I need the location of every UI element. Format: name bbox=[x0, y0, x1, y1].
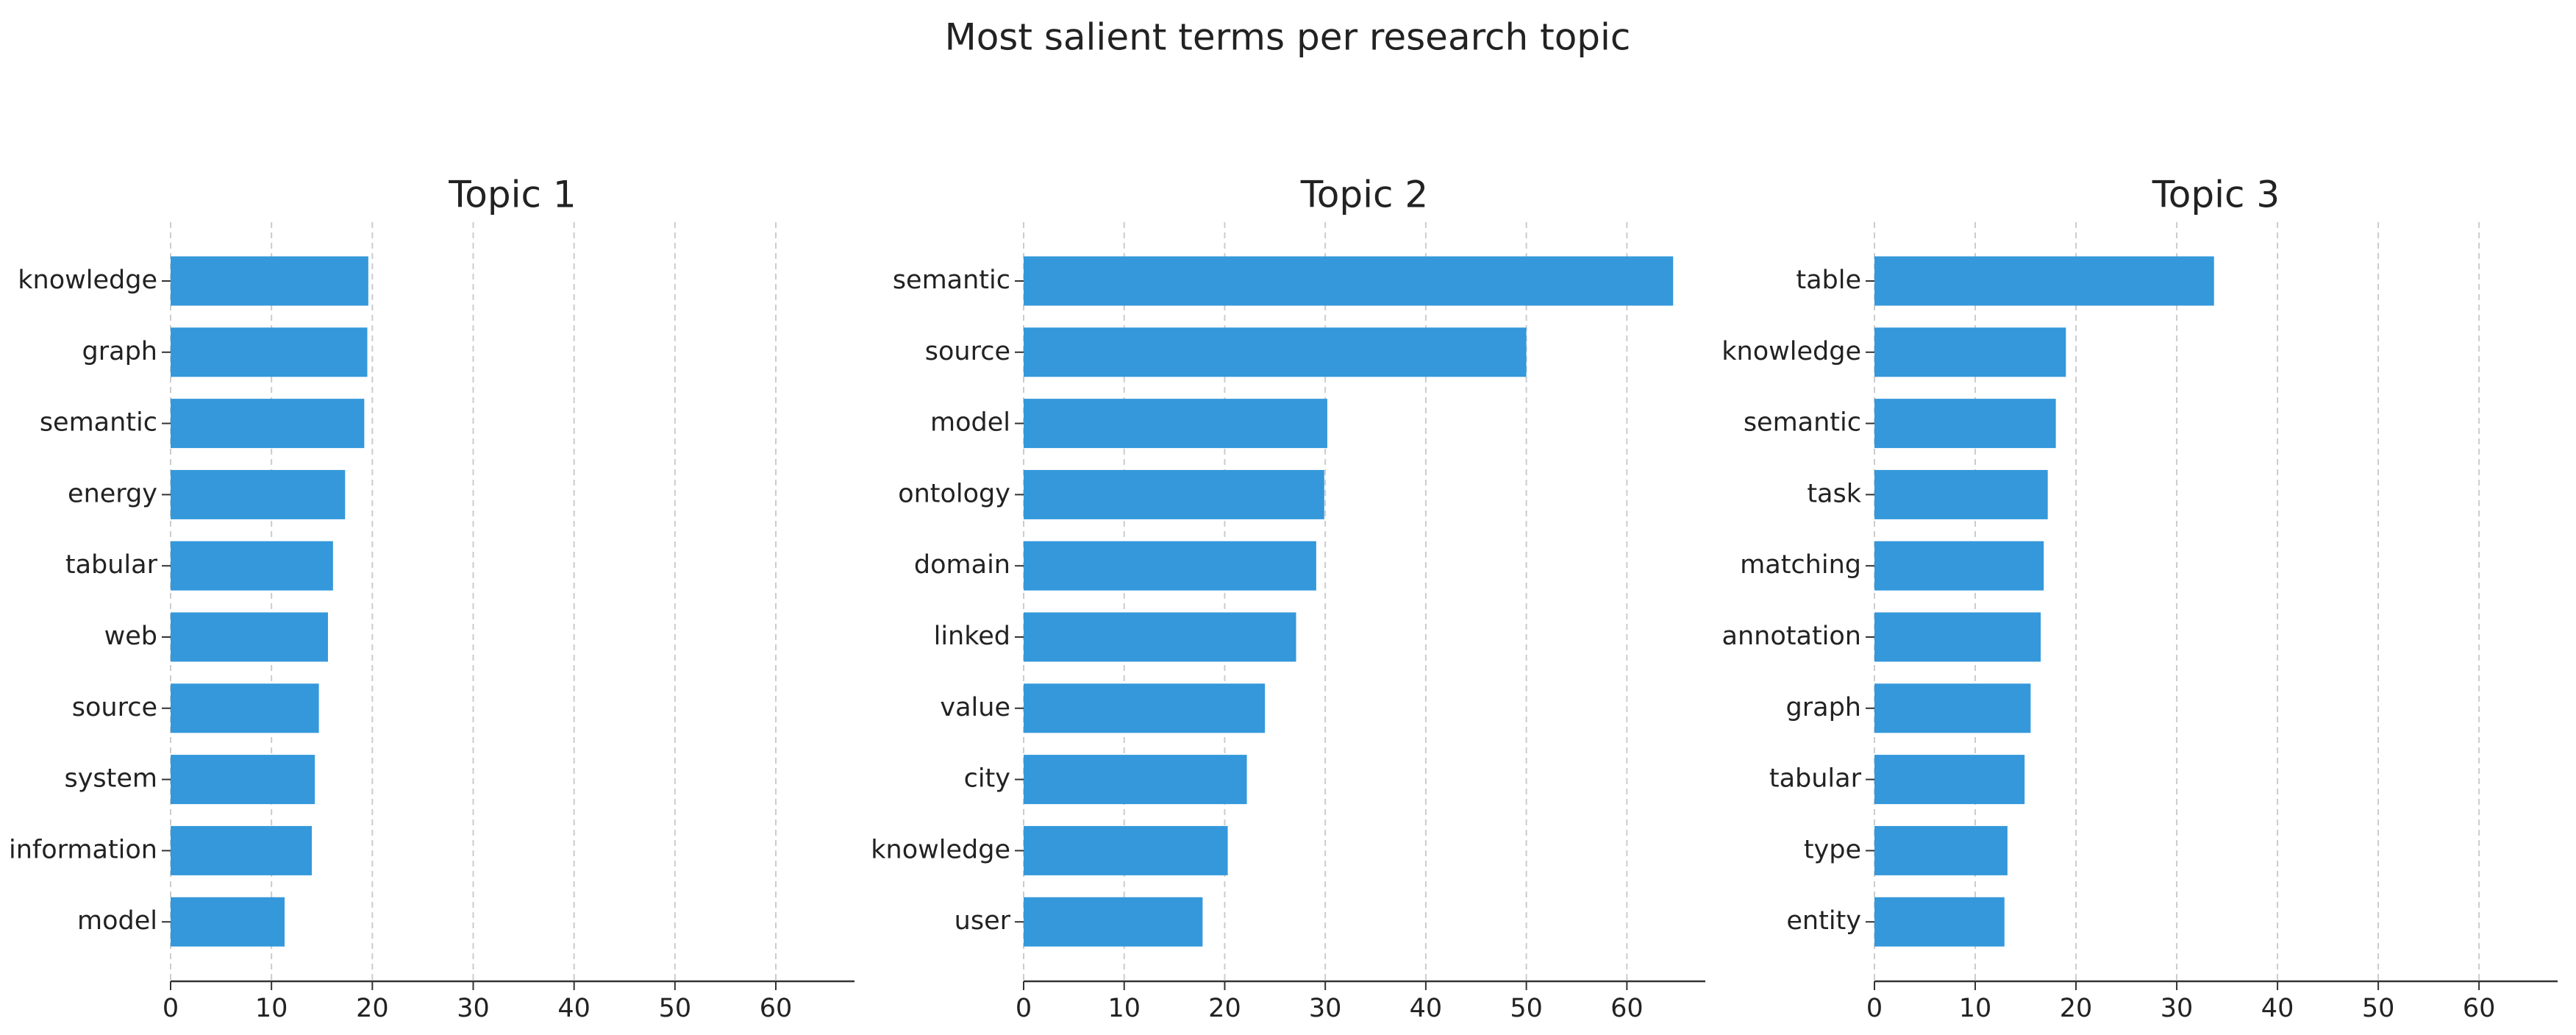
x-tick-label: 20 bbox=[1208, 994, 1241, 1023]
x-tick-label: 60 bbox=[1610, 994, 1644, 1023]
figure-title: Most salient terms per research topic bbox=[945, 16, 1631, 59]
bar bbox=[1024, 327, 1527, 377]
bar bbox=[1024, 683, 1266, 733]
bar bbox=[1024, 897, 1203, 947]
bar bbox=[1874, 469, 2048, 519]
y-tick-label: entity bbox=[1786, 906, 1861, 936]
bar bbox=[1874, 683, 2031, 733]
y-tick-label: source bbox=[72, 693, 157, 722]
y-tick-label: semantic bbox=[40, 408, 157, 438]
y-tick-label: semantic bbox=[1744, 408, 1861, 438]
y-tick-label: city bbox=[964, 764, 1010, 794]
y-tick-label: matching bbox=[1740, 550, 1861, 580]
subplot-title: Topic 1 bbox=[448, 174, 576, 216]
bar bbox=[171, 541, 333, 591]
y-tick-label: knowledge bbox=[18, 266, 157, 295]
subplot-title: Topic 2 bbox=[1300, 174, 1428, 216]
y-tick-label: annotation bbox=[1722, 622, 1861, 651]
x-tick-label: 20 bbox=[356, 994, 389, 1023]
bar bbox=[1024, 469, 1324, 519]
bar bbox=[1874, 256, 2214, 306]
bar bbox=[1874, 399, 2056, 449]
bar bbox=[1874, 897, 2005, 947]
y-tick-label: system bbox=[64, 764, 157, 794]
x-tick-label: 60 bbox=[760, 994, 793, 1023]
bar bbox=[1024, 612, 1296, 662]
bar bbox=[1874, 755, 2025, 805]
x-tick-label: 50 bbox=[659, 994, 692, 1023]
bar bbox=[1024, 256, 1674, 306]
y-tick-label: ontology bbox=[898, 479, 1010, 508]
x-tick-label: 60 bbox=[2463, 994, 2496, 1023]
bar bbox=[1874, 825, 2008, 875]
bar bbox=[171, 399, 365, 449]
y-tick-label: graph bbox=[1786, 693, 1861, 722]
x-tick-label: 40 bbox=[1410, 994, 1443, 1023]
bar bbox=[171, 327, 368, 377]
x-tick-label: 10 bbox=[255, 994, 288, 1023]
y-tick-label: tabular bbox=[65, 550, 158, 580]
y-tick-label: web bbox=[104, 622, 157, 651]
subplot-title: Topic 3 bbox=[2152, 174, 2280, 216]
x-tick-label: 40 bbox=[557, 994, 591, 1023]
y-tick-label: model bbox=[930, 408, 1010, 438]
bar bbox=[1874, 541, 2044, 591]
y-tick-label: table bbox=[1796, 266, 1861, 295]
x-tick-label: 40 bbox=[2261, 994, 2294, 1023]
x-tick-label: 10 bbox=[1107, 994, 1141, 1023]
x-tick-label: 50 bbox=[1510, 994, 1543, 1023]
y-tick-label: semantic bbox=[893, 266, 1010, 295]
y-tick-label: knowledge bbox=[871, 835, 1010, 864]
x-tick-label: 0 bbox=[163, 994, 179, 1023]
y-tick-label: task bbox=[1807, 479, 1861, 508]
y-tick-label: linked bbox=[934, 622, 1010, 651]
y-tick-label: knowledge bbox=[1722, 337, 1861, 366]
bar bbox=[171, 469, 346, 519]
x-tick-label: 20 bbox=[2060, 994, 2093, 1023]
bar bbox=[171, 612, 328, 662]
y-tick-label: graph bbox=[82, 337, 157, 366]
bar bbox=[171, 256, 368, 306]
bar bbox=[171, 755, 315, 805]
x-tick-label: 0 bbox=[1866, 994, 1883, 1023]
bar bbox=[1024, 399, 1327, 449]
bar bbox=[1024, 541, 1316, 591]
bar bbox=[171, 897, 285, 947]
bar bbox=[1874, 612, 2041, 662]
y-tick-label: domain bbox=[914, 550, 1010, 580]
y-tick-label: source bbox=[925, 337, 1010, 366]
y-tick-label: tabular bbox=[1769, 764, 1862, 794]
x-tick-label: 10 bbox=[1959, 994, 1992, 1023]
x-tick-label: 30 bbox=[457, 994, 490, 1023]
y-tick-label: model bbox=[77, 906, 157, 936]
x-tick-label: 50 bbox=[2362, 994, 2395, 1023]
y-tick-label: type bbox=[1804, 835, 1861, 864]
bar bbox=[1024, 755, 1247, 805]
bar bbox=[1874, 327, 2066, 377]
y-tick-label: user bbox=[955, 906, 1011, 936]
x-tick-label: 30 bbox=[1309, 994, 1342, 1023]
bar bbox=[171, 683, 319, 733]
x-tick-label: 0 bbox=[1016, 994, 1032, 1023]
y-tick-label: energy bbox=[68, 479, 157, 508]
y-tick-label: value bbox=[940, 693, 1010, 722]
y-tick-label: information bbox=[9, 835, 157, 864]
bar bbox=[171, 825, 313, 875]
bar bbox=[1024, 825, 1228, 875]
x-tick-label: 30 bbox=[2161, 994, 2194, 1023]
